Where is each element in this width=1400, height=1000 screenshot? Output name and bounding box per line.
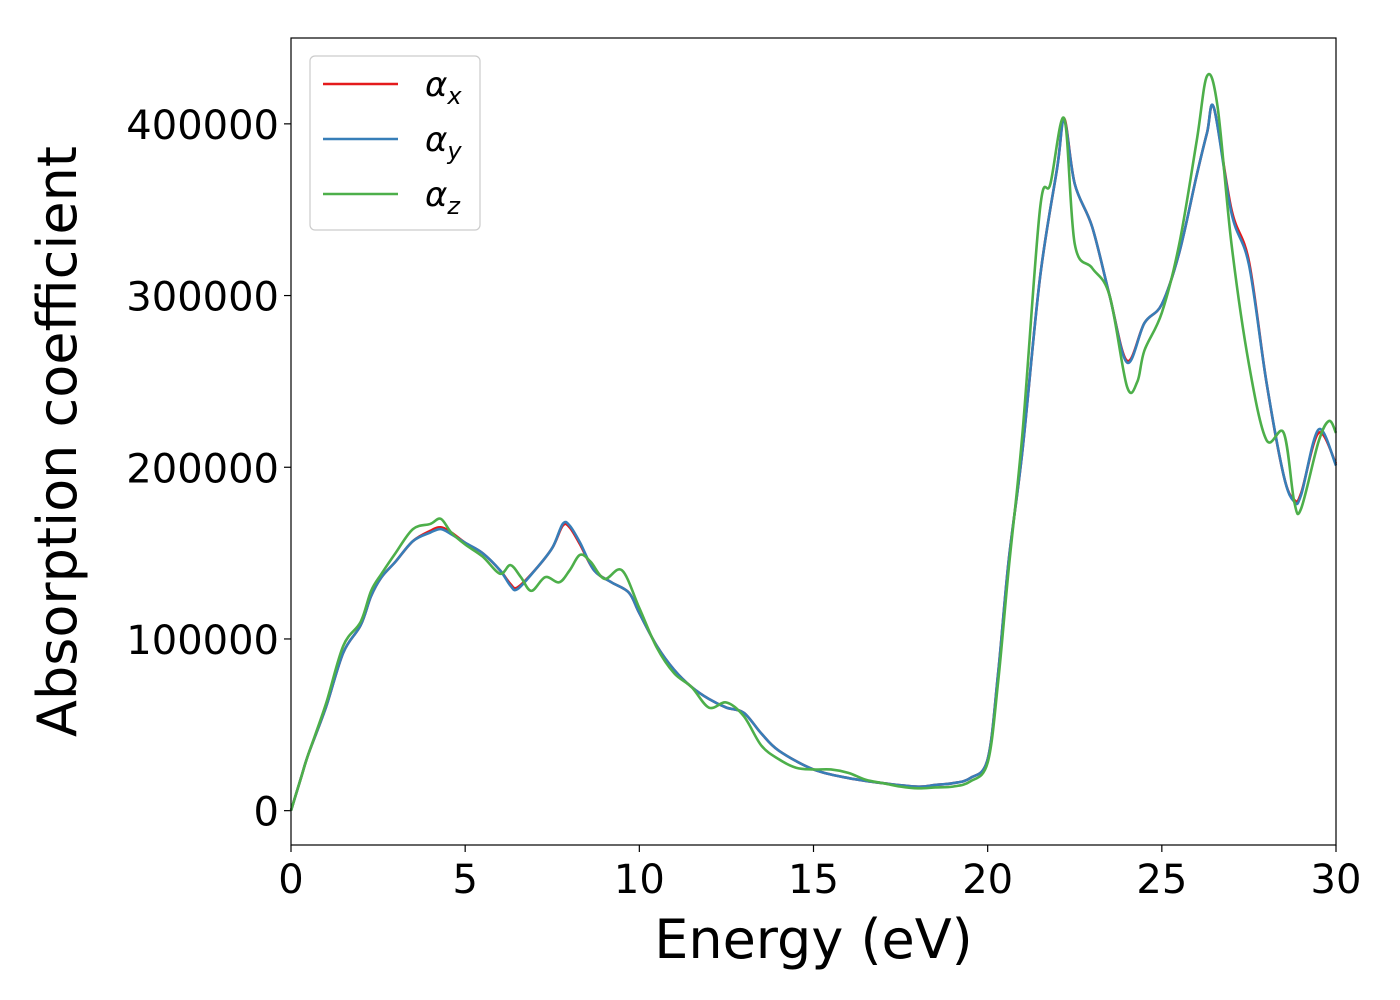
- y-axis-label: Absorption coefficient: [26, 146, 89, 737]
- y-axis-ticks: 0 100000 200000 300000 400000: [126, 103, 291, 836]
- legend-label-x: αx: [425, 65, 462, 110]
- x-tick-label: 20: [962, 857, 1013, 903]
- y-tick-label: 100000: [126, 618, 279, 664]
- plot-frame: [290, 37, 1337, 846]
- x-tick-label: 10: [614, 857, 665, 903]
- legend-label-z: αz: [425, 175, 461, 220]
- series-line-z: [289, 72, 1338, 812]
- legend-label-subscript: z: [446, 192, 461, 220]
- x-tick-label: 25: [1136, 857, 1187, 903]
- y-tick-label: 400000: [126, 103, 279, 149]
- y-tick-label: 300000: [126, 275, 279, 321]
- y-tick-label: 200000: [126, 446, 279, 492]
- x-axis-label: Energy (eV): [654, 908, 973, 971]
- legend-label-base: α: [425, 175, 447, 215]
- series-line-y: [289, 103, 1338, 812]
- series-lines: [289, 72, 1338, 812]
- x-tick-label: 5: [452, 857, 477, 903]
- x-tick-label: 15: [788, 857, 839, 903]
- legend-label-base: α: [425, 120, 447, 160]
- legend-label-base: α: [425, 65, 447, 105]
- x-tick-label: 0: [278, 857, 303, 903]
- legend-box: [309, 55, 481, 231]
- legend-label-subscript: x: [446, 82, 462, 110]
- x-axis-ticks: 0 5 10 15 20 25 30: [278, 845, 1361, 903]
- legend-label-subscript: y: [446, 137, 462, 165]
- y-tick-label: 0: [254, 790, 279, 836]
- x-tick-label: 30: [1311, 857, 1362, 903]
- legend-label-y: αy: [425, 120, 462, 165]
